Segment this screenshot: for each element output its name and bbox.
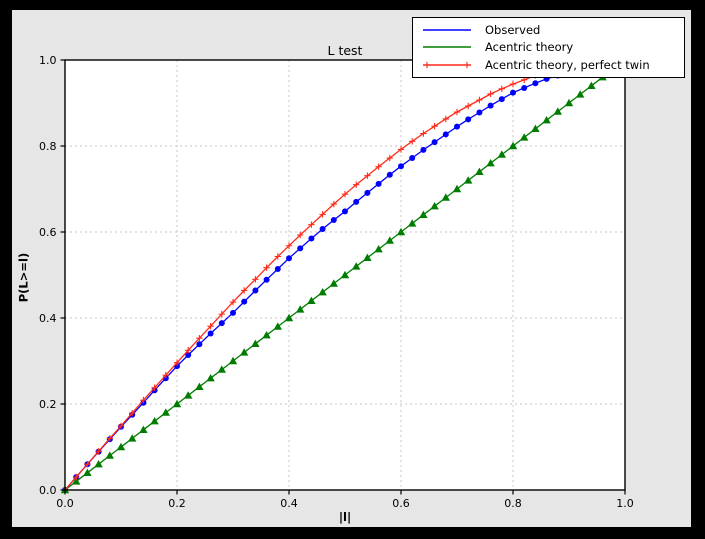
x-axis-label: |l|	[338, 510, 352, 524]
y-tick-label: 1.0	[39, 54, 57, 67]
gridlines	[65, 60, 625, 490]
y-tick-label: 0.6	[39, 226, 57, 239]
legend: Observed Acentric theory Acentric theory, …	[412, 17, 685, 78]
y-tick-label: 0.2	[39, 398, 57, 411]
tick-marks	[60, 59, 626, 495]
x-tick-label: 0.8	[504, 497, 522, 510]
legend-sample-line	[423, 29, 471, 31]
plot-area: 0.0 0.2 0.4 0.6 0.8 1.0 0.0 0.2 0.4 0.6 0.8 1.0	[39, 54, 634, 510]
x-tick-label: 1.0	[616, 497, 634, 510]
y-tick-label: 0.4	[39, 312, 57, 325]
legend-item: Observed	[421, 23, 676, 37]
legend-sample-line	[423, 46, 471, 49]
y-tick-label: 0.8	[39, 140, 57, 153]
axes-border	[64, 59, 626, 491]
series-acentric-theory	[60, 55, 630, 494]
x-tick-label: 0.0	[56, 497, 74, 510]
legend-sample-line	[423, 61, 471, 69]
x-tick-label: 0.4	[280, 497, 298, 510]
y-tick-label: 0.0	[39, 484, 57, 497]
figure-canvas: L test 0.0 0.2 0.4 0.6 0.8 1.0 0.0 0.2 0.4 0.6 0.8…	[12, 10, 691, 527]
x-tick-label: 0.6	[392, 497, 410, 510]
legend-item-label: Acentric theory, perfect twin	[485, 58, 650, 73]
legend-item: Acentric theory, perfect twin	[421, 58, 676, 72]
x-tick-label: 0.2	[168, 497, 186, 510]
series-markers-acentric-theory	[60, 55, 630, 494]
legend-item: Acentric theory	[421, 40, 676, 54]
legend-item-label: Acentric theory	[485, 40, 574, 55]
legend-item-label: Observed	[485, 22, 541, 37]
y-axis-label: P(L>=l)	[16, 252, 31, 303]
chart-title: L test	[327, 43, 363, 58]
